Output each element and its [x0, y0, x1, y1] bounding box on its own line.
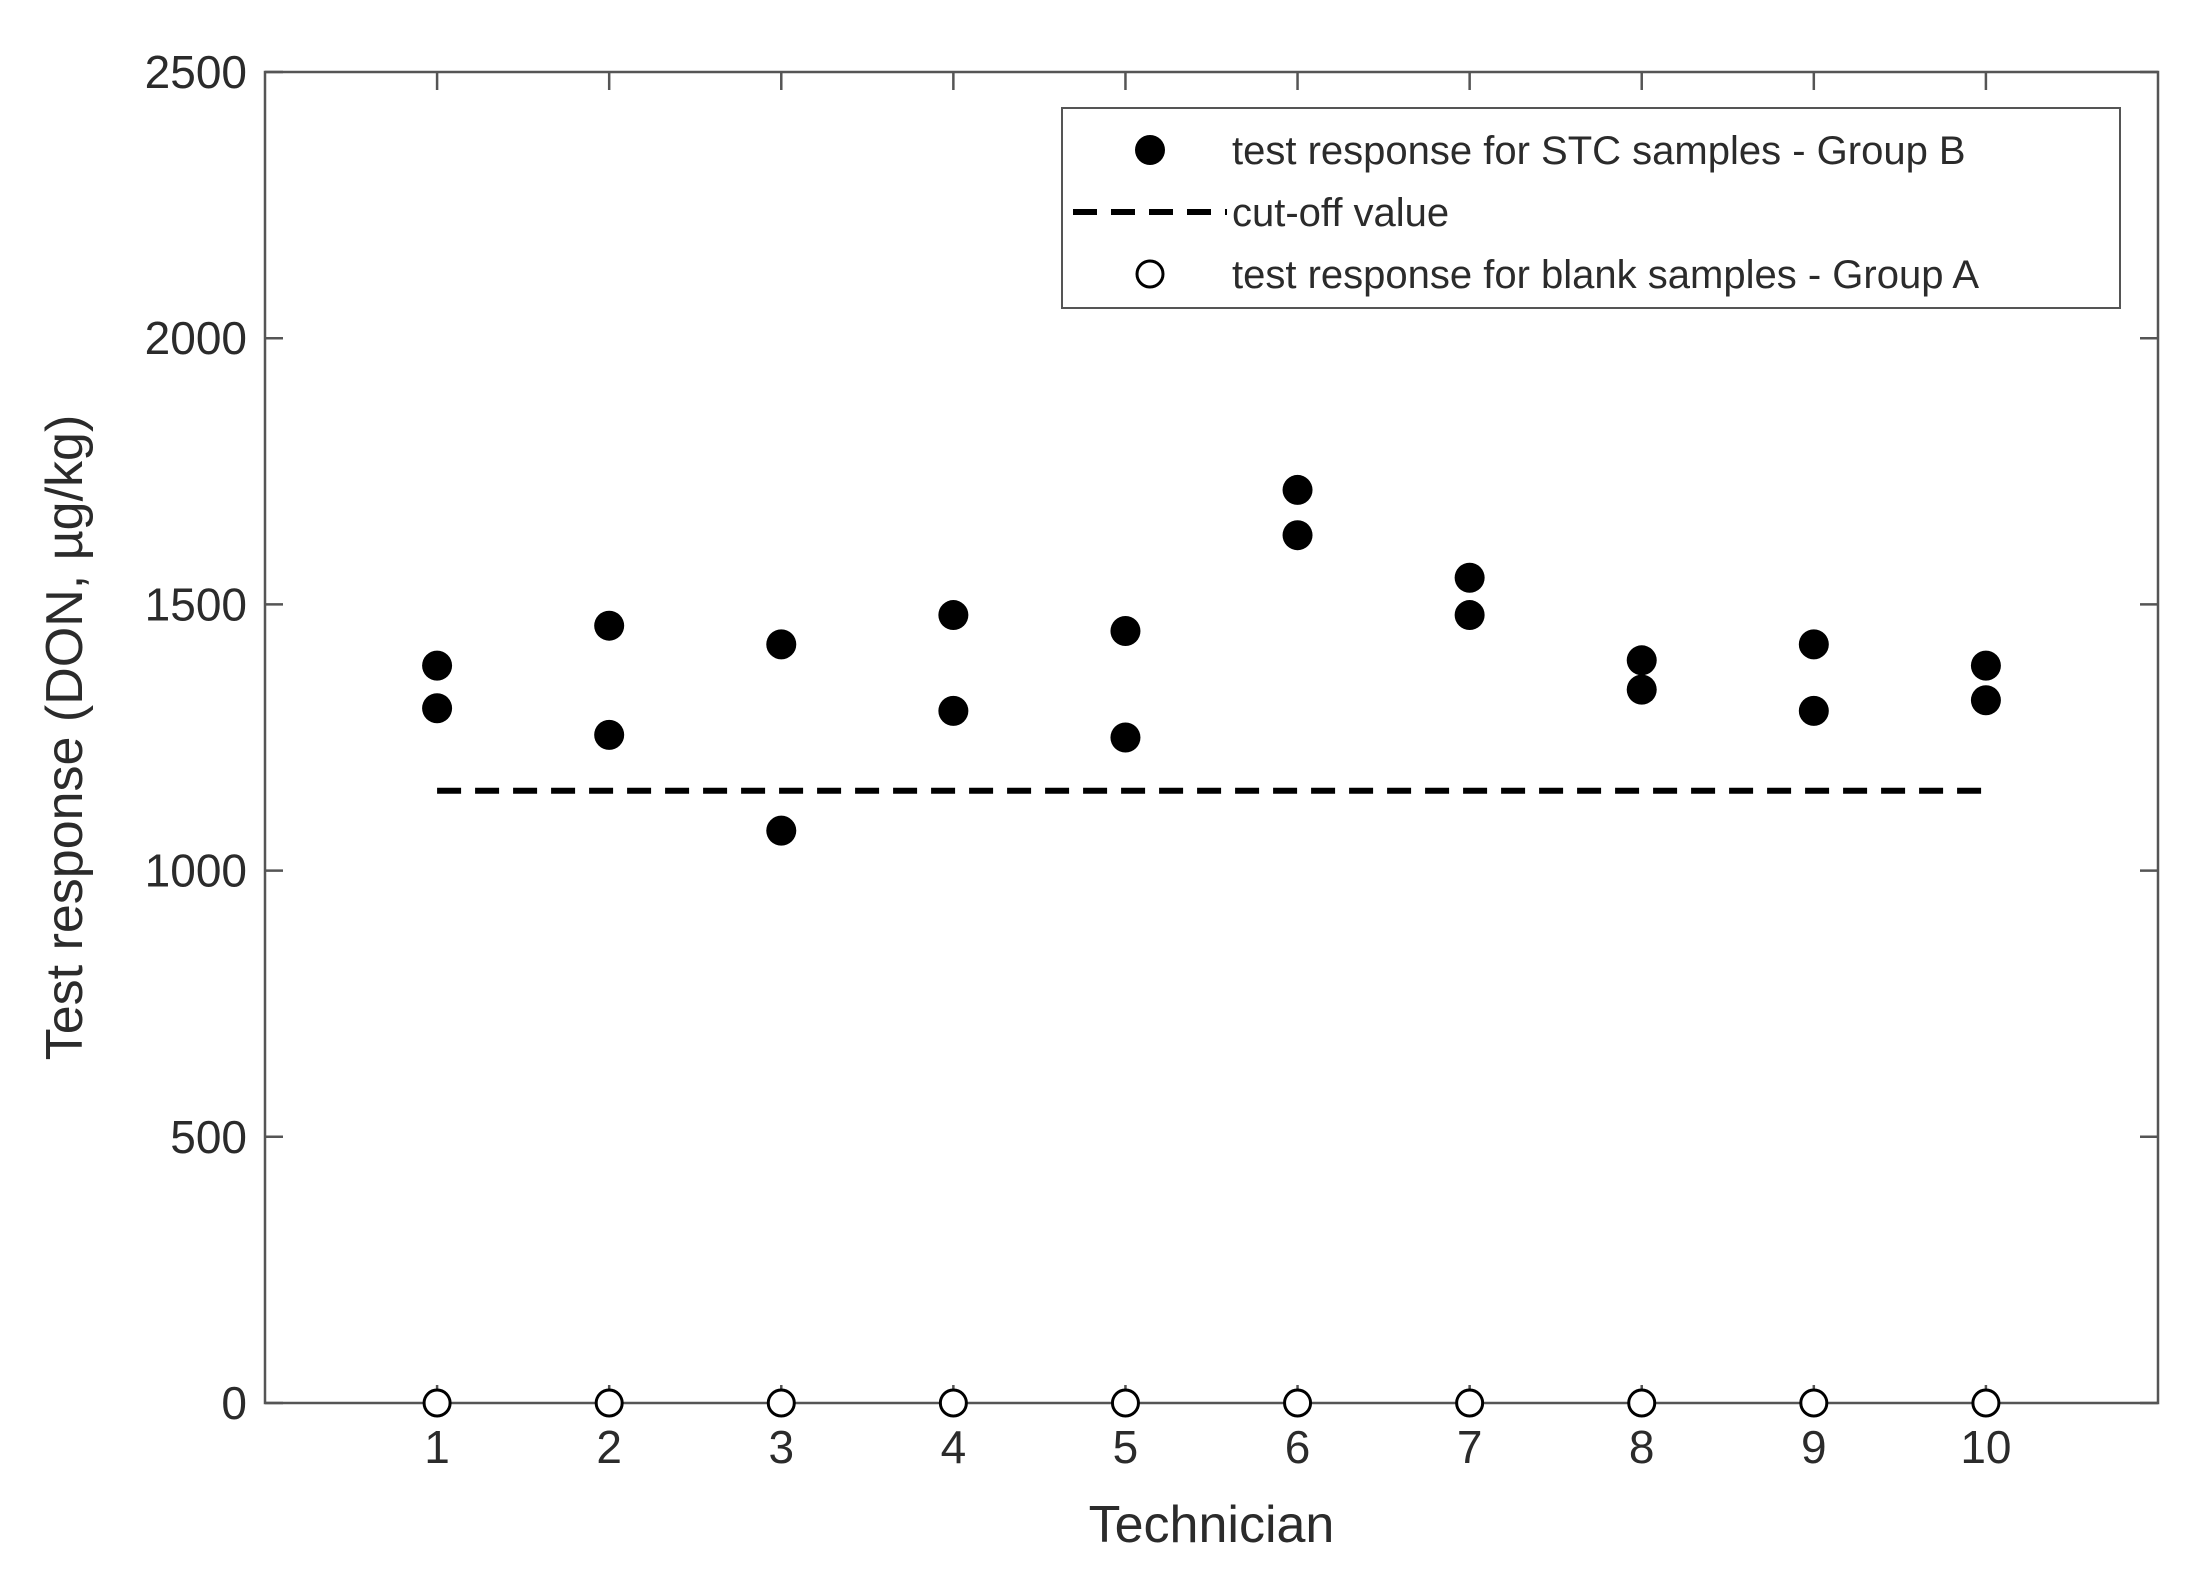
legend-label-stc: test response for STC samples - Group B — [1232, 129, 1966, 173]
stc-point — [938, 600, 969, 631]
x-axis-title: Technician — [1089, 1496, 1335, 1554]
stc-point — [1110, 722, 1141, 753]
y-axis-title: Test response (DON, µg/kg) — [36, 415, 94, 1061]
stc-points-group — [422, 474, 2001, 846]
stc-point — [766, 629, 797, 660]
stc-point — [594, 610, 625, 641]
stc-point — [1798, 695, 1829, 726]
blank-point — [1455, 1388, 1485, 1418]
stc-point — [1626, 645, 1657, 676]
legend-label-cutoff: cut-off value — [1232, 191, 1449, 235]
blank-point — [422, 1388, 452, 1418]
stc-point — [766, 815, 797, 846]
x-tick-label: 5 — [1113, 1421, 1139, 1473]
x-tick-label: 4 — [941, 1421, 967, 1473]
blank-point — [1971, 1388, 2001, 1418]
axis-ticks: 1 2 3 4 5 6 7 8 9 10 0 500 1000 1500 2000 2500 — [145, 46, 2158, 1473]
blank-point — [594, 1388, 624, 1418]
y-tick-label: 2000 — [145, 312, 247, 364]
stc-point — [1970, 650, 2001, 681]
blank-point — [1283, 1388, 1313, 1418]
x-tick-label: 1 — [424, 1421, 450, 1473]
legend-box — [1061, 107, 2121, 309]
stc-point — [1626, 674, 1657, 705]
stc-point — [1970, 685, 2001, 716]
blank-points-group — [422, 1388, 2001, 1418]
plot-frame — [263, 70, 2160, 1405]
x-tick-label: 7 — [1457, 1421, 1483, 1473]
x-tick-label: 2 — [596, 1421, 622, 1473]
legend-label-blank: test response for blank samples - Group … — [1232, 253, 1979, 297]
legend: test response for STC samples - Group B … — [1061, 107, 2121, 309]
stc-point — [1454, 600, 1485, 631]
stc-point — [1282, 474, 1313, 505]
stc-point — [938, 695, 969, 726]
y-tick-label: 0 — [221, 1377, 247, 1429]
blank-point — [1799, 1388, 1829, 1418]
stc-point — [1454, 562, 1485, 593]
stc-point — [1110, 616, 1141, 647]
blank-point — [1110, 1388, 1140, 1418]
x-tick-label: 10 — [1960, 1421, 2011, 1473]
stc-point — [422, 693, 453, 724]
legend-marker-stc — [1135, 135, 1165, 165]
stc-point — [594, 719, 625, 750]
legend-marker-blank — [1135, 259, 1165, 289]
y-tick-label: 500 — [170, 1111, 247, 1163]
stc-point — [1282, 520, 1313, 551]
x-tick-label: 8 — [1629, 1421, 1655, 1473]
blank-point — [1627, 1388, 1657, 1418]
x-tick-label: 3 — [768, 1421, 794, 1473]
stc-point — [1798, 629, 1829, 660]
x-tick-label: 9 — [1801, 1421, 1827, 1473]
stc-point — [422, 650, 453, 681]
blank-point — [938, 1388, 968, 1418]
y-tick-label: 1000 — [145, 845, 247, 897]
y-tick-label: 2500 — [145, 46, 247, 98]
y-tick-label: 1500 — [145, 578, 247, 630]
plot-area-border — [263, 70, 2160, 1405]
x-tick-label: 6 — [1285, 1421, 1311, 1473]
blank-point — [766, 1388, 796, 1418]
